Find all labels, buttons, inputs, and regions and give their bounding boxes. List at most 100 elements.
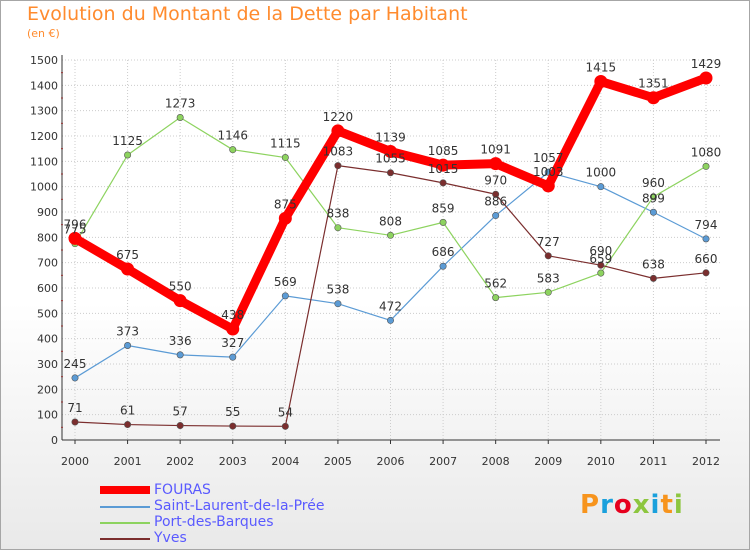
data-point xyxy=(649,193,657,201)
data-point xyxy=(544,252,552,260)
data-label: 875 xyxy=(274,197,297,211)
logo-letter: x xyxy=(632,490,651,520)
x-tick-label: 2004 xyxy=(271,455,299,468)
data-point xyxy=(173,294,187,308)
data-label: 438 xyxy=(221,308,244,322)
data-point xyxy=(386,231,394,239)
x-tick-label: 2007 xyxy=(429,455,457,468)
y-tick-label: 900 xyxy=(37,206,58,219)
legend-label: Yves xyxy=(154,530,187,546)
data-point xyxy=(699,71,713,85)
data-label: 1003 xyxy=(533,165,564,179)
data-label: 859 xyxy=(432,201,455,215)
data-label: 1057 xyxy=(533,151,564,165)
data-point xyxy=(439,218,447,226)
data-label: 1080 xyxy=(691,145,722,159)
data-label: 562 xyxy=(484,277,507,291)
data-point xyxy=(597,269,605,277)
unit-label: (en €) xyxy=(27,27,60,40)
data-point xyxy=(439,179,447,187)
data-point xyxy=(334,300,342,308)
legend-label: Saint-Laurent-de-la-Prée xyxy=(154,498,325,514)
data-point xyxy=(226,322,240,336)
data-label: 569 xyxy=(274,275,297,289)
data-label: 1351 xyxy=(638,77,669,91)
data-label: 1091 xyxy=(480,143,511,157)
data-point xyxy=(492,294,500,302)
x-tick-label: 2010 xyxy=(587,455,615,468)
data-label: 794 xyxy=(695,218,718,232)
data-point xyxy=(597,183,605,191)
y-tick-label: 1200 xyxy=(30,130,58,143)
data-label: 327 xyxy=(221,336,244,350)
data-point xyxy=(229,353,237,361)
data-point xyxy=(281,422,289,430)
data-label: 1139 xyxy=(375,130,406,144)
data-label: 71 xyxy=(67,401,82,415)
x-tick-label: 2012 xyxy=(692,455,720,468)
data-label: 838 xyxy=(326,207,349,221)
data-label: 808 xyxy=(379,214,402,228)
data-label: 1125 xyxy=(112,134,143,148)
data-label: 583 xyxy=(537,271,560,285)
line-chart: 0 100 200 300 400 500 600 700 800 900 1000 1100 1200… xyxy=(30,54,722,468)
data-label: 675 xyxy=(116,248,139,262)
data-point xyxy=(386,169,394,177)
data-label: 538 xyxy=(326,283,349,297)
chart-title: Evolution du Montant de la Dette par Hab… xyxy=(27,3,468,25)
x-tick-label: 2002 xyxy=(166,455,194,468)
data-label: 960 xyxy=(642,176,665,190)
data-label: 1000 xyxy=(586,166,617,180)
y-tick-label: 1500 xyxy=(30,54,58,67)
data-point xyxy=(281,154,289,162)
data-label: 57 xyxy=(173,405,188,419)
data-point xyxy=(278,211,292,225)
data-label: 775 xyxy=(64,223,87,237)
data-point xyxy=(229,422,237,430)
data-label: 1083 xyxy=(323,145,354,159)
data-label: 1220 xyxy=(323,110,354,124)
data-point xyxy=(334,224,342,232)
y-tick-label: 100 xyxy=(37,409,58,422)
x-tick-label: 2008 xyxy=(482,455,510,468)
data-point xyxy=(68,231,82,245)
data-point xyxy=(121,262,135,276)
data-point xyxy=(281,292,289,300)
data-label: 1015 xyxy=(428,162,459,176)
data-label: 55 xyxy=(225,405,240,419)
data-point xyxy=(386,316,394,324)
data-point xyxy=(124,342,132,350)
y-tick-label: 200 xyxy=(37,383,58,396)
series-group xyxy=(68,71,713,430)
data-point xyxy=(439,262,447,270)
y-tick-label: 1100 xyxy=(30,155,58,168)
data-point xyxy=(436,158,450,172)
y-tick-label: 700 xyxy=(37,257,58,270)
y-tick-label: 0 xyxy=(51,434,58,447)
legend-swatch-saint-laurent xyxy=(100,506,150,508)
data-label: 373 xyxy=(116,325,139,339)
data-point xyxy=(702,235,710,243)
data-point xyxy=(124,151,132,159)
data-point xyxy=(544,288,552,296)
data-label: 886 xyxy=(484,195,507,209)
data-label: 54 xyxy=(278,405,293,419)
data-point xyxy=(124,421,132,429)
legend-label: FOURAS xyxy=(154,482,211,498)
axes: 0 100 200 300 400 500 600 700 800 900 1000 1100 1200… xyxy=(30,54,720,468)
data-label: 1273 xyxy=(165,97,196,111)
x-tick-label: 2006 xyxy=(377,455,405,468)
gridlines xyxy=(62,59,720,441)
data-label: 336 xyxy=(169,334,192,348)
data-labels: 245 373 336 327 569 538 472 686 886 1057 1000 899 79… xyxy=(64,57,722,419)
data-point xyxy=(176,114,184,122)
data-point xyxy=(492,212,500,220)
data-point xyxy=(646,91,660,105)
logo-letter: r xyxy=(600,490,614,520)
data-point xyxy=(384,144,397,158)
data-point xyxy=(334,162,342,170)
data-label: 245 xyxy=(64,357,87,371)
data-point xyxy=(229,146,237,154)
data-point xyxy=(649,274,657,282)
data-label: 472 xyxy=(379,299,402,313)
